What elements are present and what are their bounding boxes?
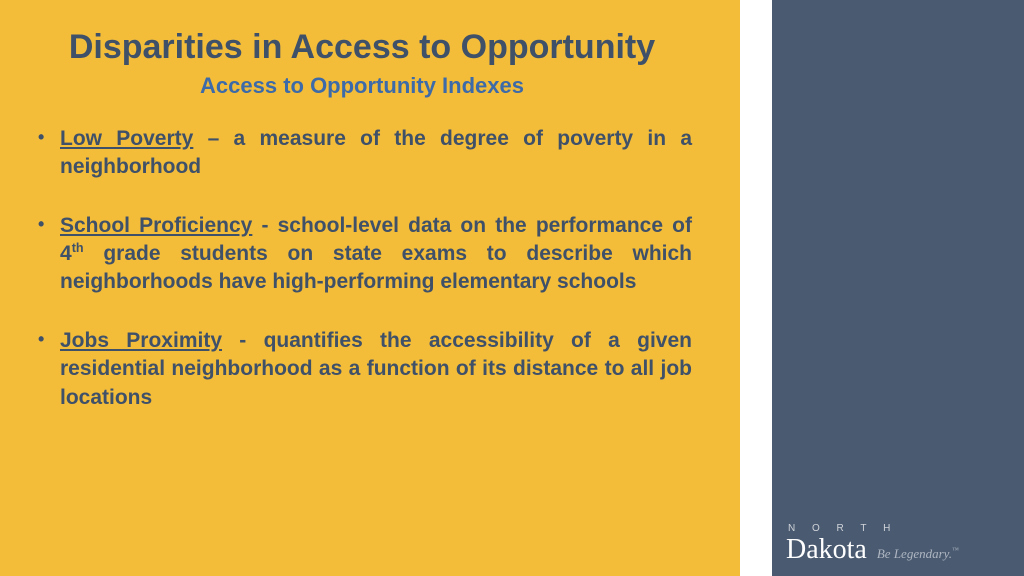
logo-tagline: Be Legendary.™ xyxy=(877,547,959,560)
bullet-list: Low Poverty – a measure of the degree of… xyxy=(32,125,692,412)
bullet-term: School Proficiency xyxy=(60,214,252,237)
list-item: Low Poverty – a measure of the degree of… xyxy=(32,125,692,182)
panel-divider xyxy=(740,0,772,576)
list-item: Jobs Proximity - quantifies the accessib… xyxy=(32,327,692,412)
bullet-sep: – xyxy=(193,127,233,150)
bullet-term: Low Poverty xyxy=(60,127,193,150)
nd-logo: N O R T H Dakota Be Legendary.™ xyxy=(786,524,959,564)
slide: Disparities in Access to Opportunity Acc… xyxy=(0,0,1024,576)
slide-title: Disparities in Access to Opportunity xyxy=(32,28,692,67)
list-item: School Proficiency - school-level data o… xyxy=(32,212,692,297)
logo-row: Dakota Be Legendary.™ xyxy=(786,536,959,564)
bullet-term: Jobs Proximity xyxy=(60,329,222,352)
logo-dakota-text: Dakota xyxy=(786,536,867,564)
content-panel: Disparities in Access to Opportunity Acc… xyxy=(0,0,740,576)
brand-panel: N O R T H Dakota Be Legendary.™ xyxy=(772,0,1024,576)
logo-north-text: N O R T H xyxy=(788,524,959,534)
bullet-sep: - xyxy=(222,329,264,352)
slide-subtitle: Access to Opportunity Indexes xyxy=(32,73,692,99)
bullet-sep: - xyxy=(252,214,277,237)
